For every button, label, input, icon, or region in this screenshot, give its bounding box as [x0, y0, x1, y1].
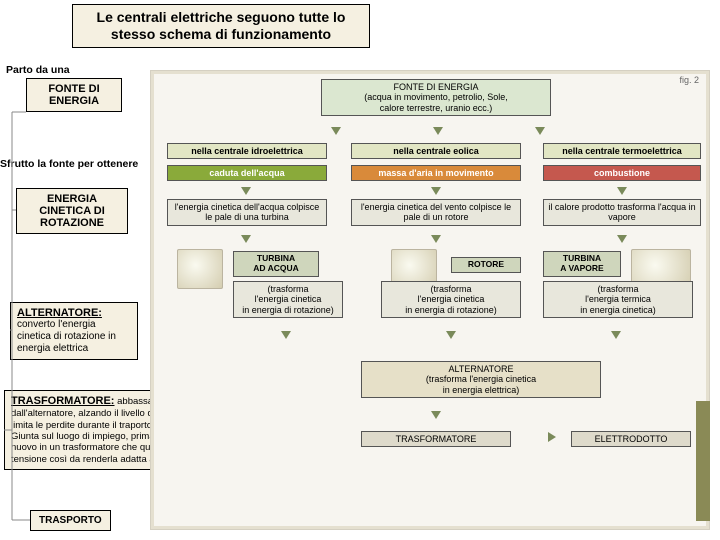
d-plant-eolica: nella centrale eolica — [351, 143, 521, 159]
d-row3-idro: TURBINA AD ACQUA — [233, 251, 319, 277]
left-cinetica: ENERGIA CINETICA DI ROTAZIONE — [16, 188, 128, 234]
d-row4-idro: (trasforma l'energia cinetica in energia… — [233, 281, 343, 318]
arrow-icon — [433, 127, 443, 135]
d-energy-source: FONTE DI ENERGIA (acqua in movimento, pe… — [321, 79, 551, 116]
d-row1-idro: caduta dell'acqua — [167, 165, 327, 181]
arrow-icon — [281, 331, 291, 339]
left-fonte: FONTE DI ENERGIA — [26, 78, 122, 112]
arrow-icon — [617, 235, 627, 243]
left-alt-head: ALTERNATORE: — [17, 307, 131, 319]
left-trasporto: TRASPORTO — [30, 510, 111, 531]
d-row4-termo: (trasforma l'energia termica in energia … — [543, 281, 693, 318]
arrow-icon — [241, 187, 251, 195]
diagram-area: fig. 2 FONTE DI ENERGIA (acqua in movime… — [150, 70, 710, 530]
thumb-turbina-acqua — [177, 249, 223, 289]
d-row4-eolica: (trasforma l'energia cinetica in energia… — [381, 281, 521, 318]
d-row1-termo: combustione — [543, 165, 701, 181]
d-trasformatore: TRASFORMATORE — [361, 431, 511, 447]
arrow-icon — [331, 127, 341, 135]
left-alternatore: ALTERNATORE: converto l'energia cinetica… — [10, 302, 138, 360]
left-cinetica-text: ENERGIA CINETICA DI ROTAZIONE — [23, 193, 121, 229]
arrow-icon — [446, 331, 456, 339]
side-strip — [696, 401, 710, 521]
d-alternatore: ALTERNATORE (trasforma l'energia cinetic… — [361, 361, 601, 398]
d-plant-idro: nella centrale idroelettrica — [167, 143, 327, 159]
d-row2-termo: il calore prodotto trasforma l'acqua in … — [543, 199, 701, 226]
d-elettrodotto: ELETTRODOTTO — [571, 431, 691, 447]
d-row2-eolica: l'energia cinetica del vento colpisce le… — [351, 199, 521, 226]
left-alt-sub: converto l'energia cinetica di rotazione… — [17, 319, 131, 355]
arrow-icon — [241, 235, 251, 243]
d-plant-termo: nella centrale termoelettrica — [543, 143, 701, 159]
d-row3-termo: TURBINA A VAPORE — [543, 251, 621, 277]
page-title: Le centrali elettriche seguono tutte lo … — [72, 4, 370, 48]
arrow-icon — [611, 331, 621, 339]
d-row1-eolica: massa d'aria in movimento — [351, 165, 521, 181]
left-fonte-text: FONTE DI ENERGIA — [33, 83, 115, 107]
label-parto: Parto da una — [6, 64, 70, 76]
arrow-icon — [617, 187, 627, 195]
arrow-icon — [431, 411, 441, 419]
d-row2-idro: l'energia cinetica dell'acqua colpisce l… — [167, 199, 327, 226]
d-row3-eolica: ROTORE — [451, 257, 521, 273]
arrow-icon — [548, 432, 556, 442]
figure-label: fig. 2 — [679, 75, 699, 85]
trasf-lead: TRASFORMATORE: — [11, 395, 114, 407]
arrow-icon — [431, 187, 441, 195]
arrow-icon — [431, 235, 441, 243]
arrow-icon — [535, 127, 545, 135]
label-sfrutto: Sfrutto la fonte per ottenere — [0, 158, 138, 170]
